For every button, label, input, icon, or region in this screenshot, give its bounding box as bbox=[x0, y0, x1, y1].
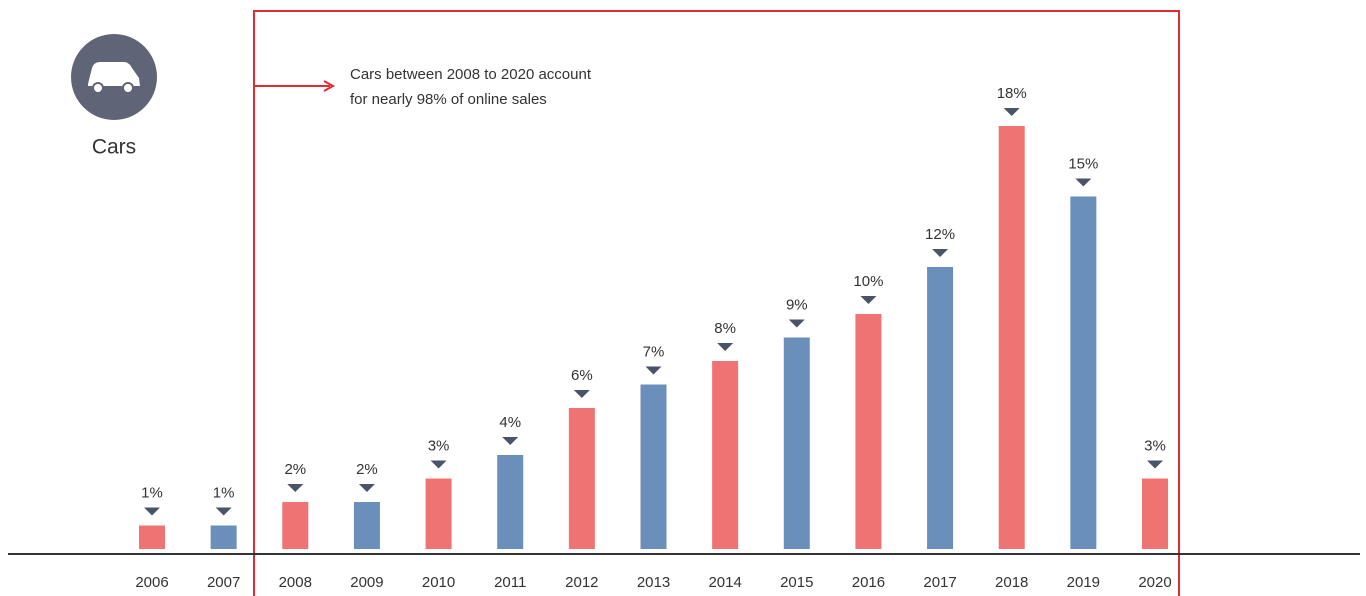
marker bbox=[788, 319, 805, 328]
marker bbox=[144, 507, 160, 516]
arrow-head bbox=[323, 80, 336, 92]
category-label: Cars bbox=[92, 136, 136, 159]
bar bbox=[497, 455, 524, 549]
marker bbox=[1147, 460, 1163, 469]
marker bbox=[358, 484, 375, 492]
car-icon bbox=[88, 62, 140, 94]
value-label: 4% bbox=[499, 414, 521, 431]
value-label: 9% bbox=[786, 296, 808, 313]
marker bbox=[645, 366, 662, 375]
value-label: 1% bbox=[141, 484, 163, 501]
value-label: 10% bbox=[853, 273, 883, 290]
x-tick-label: 2014 bbox=[708, 574, 741, 591]
x-tick-label: 2017 bbox=[923, 574, 956, 591]
x-tick-label: 2009 bbox=[350, 574, 383, 591]
marker bbox=[717, 343, 734, 351]
marker bbox=[573, 390, 590, 398]
x-tick-label: 2012 bbox=[565, 574, 598, 591]
bar bbox=[568, 408, 595, 549]
value-label: 1% bbox=[213, 484, 235, 501]
x-tick-label: 2019 bbox=[1067, 574, 1100, 591]
value-label: 2% bbox=[284, 461, 306, 478]
bar bbox=[425, 478, 452, 549]
bar bbox=[855, 314, 882, 549]
bar bbox=[210, 525, 237, 549]
annotation: for nearly 98% of online sales bbox=[350, 91, 547, 108]
highlight-box bbox=[253, 10, 1180, 596]
bar bbox=[282, 502, 309, 549]
bar bbox=[927, 267, 954, 549]
value-label: 15% bbox=[1068, 155, 1098, 172]
x-tick-label: 2008 bbox=[279, 574, 312, 591]
bar bbox=[783, 337, 810, 549]
x-tick-label: 2020 bbox=[1138, 574, 1171, 591]
x-tick-label: 2018 bbox=[995, 574, 1028, 591]
bar bbox=[353, 502, 380, 549]
bar bbox=[1070, 196, 1097, 549]
bar bbox=[998, 126, 1025, 549]
x-tick-label: 2015 bbox=[780, 574, 813, 591]
value-label: 12% bbox=[925, 226, 955, 243]
marker bbox=[502, 437, 519, 445]
value-label: 2% bbox=[356, 461, 378, 478]
value-label: 3% bbox=[428, 437, 450, 454]
x-tick-label: 2006 bbox=[135, 574, 168, 591]
marker bbox=[430, 460, 447, 469]
value-label: 18% bbox=[997, 85, 1027, 102]
value-label: 7% bbox=[643, 343, 665, 360]
value-label: 8% bbox=[714, 320, 736, 337]
x-tick-label: 2016 bbox=[852, 574, 885, 591]
marker bbox=[215, 507, 232, 516]
x-tick-label: 2010 bbox=[422, 574, 455, 591]
marker bbox=[932, 249, 949, 257]
marker bbox=[1075, 178, 1092, 187]
bar bbox=[640, 384, 667, 549]
bar bbox=[1142, 478, 1168, 549]
annotation: Cars between 2008 to 2020 account bbox=[350, 66, 592, 83]
bar bbox=[712, 361, 739, 549]
x-tick-label: 2007 bbox=[207, 574, 240, 591]
x-tick-label: 2011 bbox=[494, 574, 526, 591]
value-label: 6% bbox=[571, 367, 593, 384]
marker bbox=[287, 484, 304, 492]
bar bbox=[139, 525, 165, 549]
x-tick-label: 2013 bbox=[637, 574, 670, 591]
marker bbox=[860, 296, 877, 304]
value-label: 3% bbox=[1144, 437, 1166, 454]
marker bbox=[1003, 108, 1020, 116]
